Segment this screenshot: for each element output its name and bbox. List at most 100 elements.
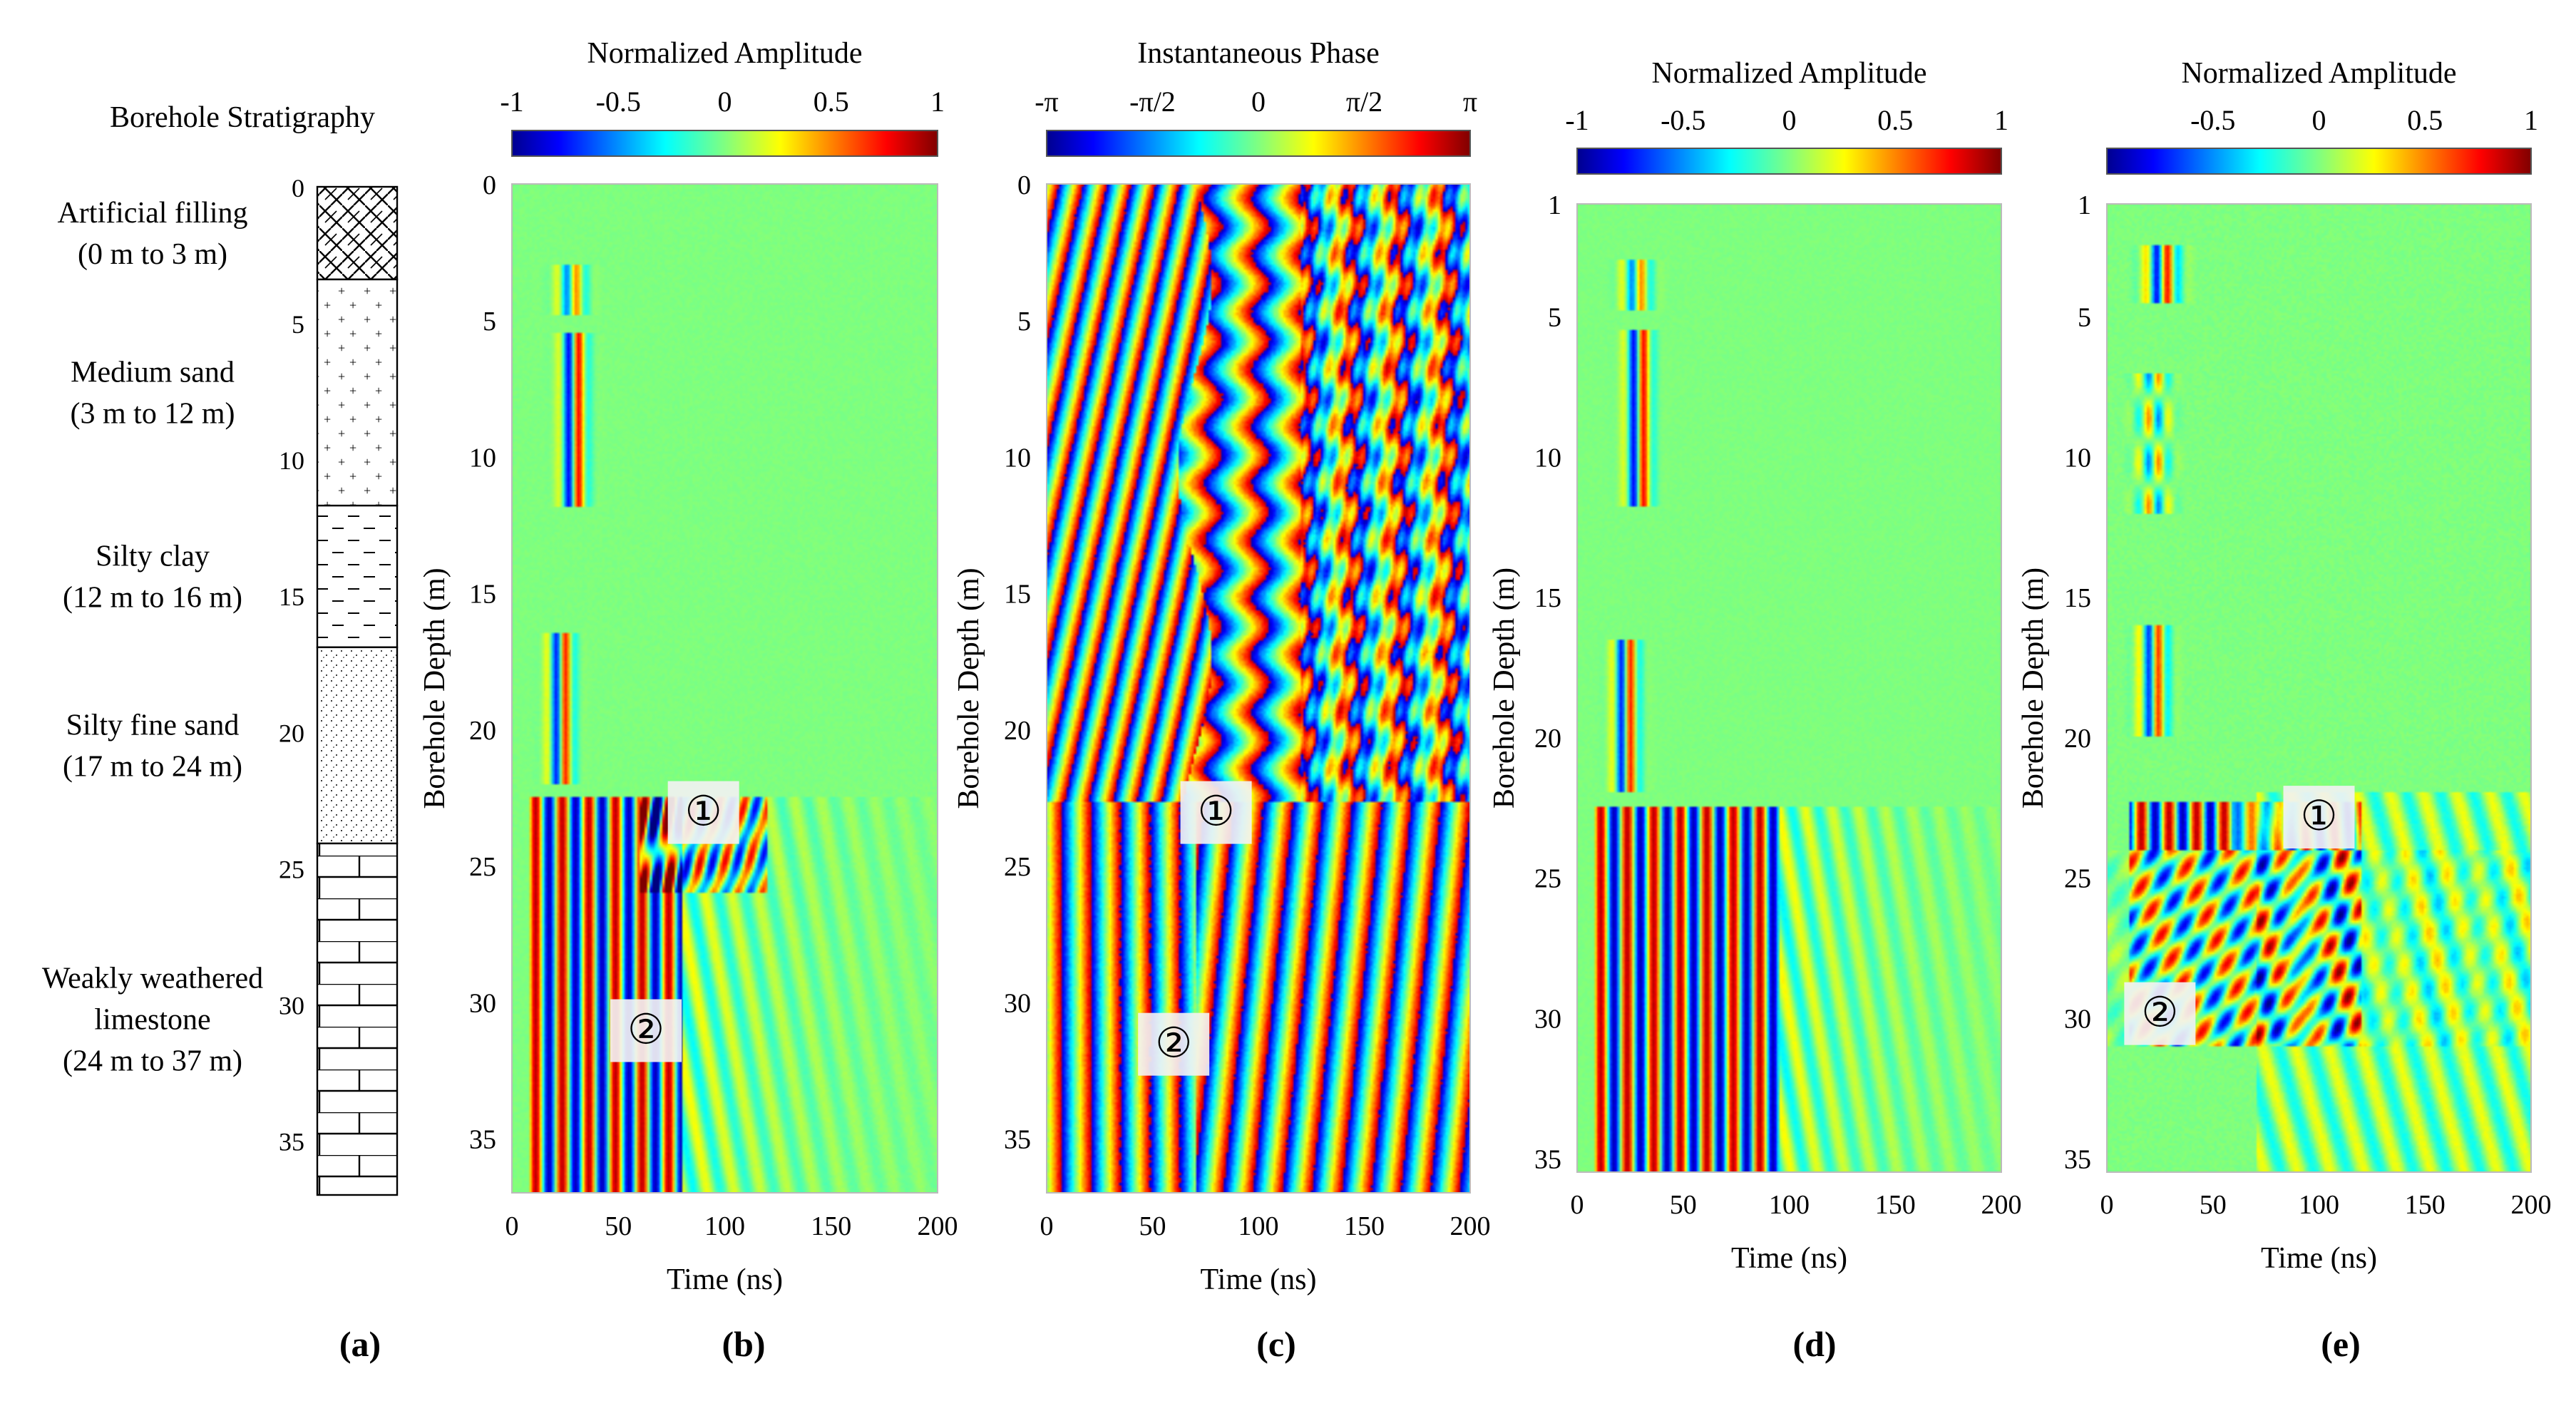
annotation-box: [2124, 982, 2196, 1045]
colorbar-title: Normalized Amplitude: [587, 37, 862, 70]
x-tick-label: 200: [918, 1211, 958, 1241]
colorbar-tick: -0.5: [1661, 104, 1705, 136]
strat-layer-clay: [316, 504, 399, 649]
x-tick-label: 0: [2100, 1190, 2114, 1220]
heatmap-image: [512, 184, 938, 1193]
x-tick-label: 200: [2511, 1190, 2552, 1220]
strat-layer-range: (0 m to 3 m): [78, 238, 227, 271]
y-tick-label: 20: [1004, 716, 1031, 746]
strat-layer-name: Silty clay: [96, 540, 210, 573]
strat-depth-tick: 5: [292, 310, 304, 339]
annotation-marker: ①: [667, 781, 739, 844]
colorbar-tick: 0: [718, 86, 732, 118]
y-tick-label: 15: [2064, 583, 2091, 613]
strat-layer-limestone: [316, 842, 399, 1196]
strat-layer-range: (3 m to 12 m): [71, 398, 235, 431]
colorbar-tick: 0.5: [1877, 104, 1913, 136]
y-tick-label: 15: [1004, 580, 1031, 610]
strat-layer-name: Silty fine sand: [66, 709, 240, 742]
colorbar-title: Normalized Amplitude: [1651, 57, 1926, 90]
y-axis-label: Borehole Depth (m): [953, 568, 985, 809]
y-tick-label: 20: [1534, 724, 1561, 754]
annotation-label: ①: [1198, 789, 1235, 835]
x-axis-label: Time (ns): [1201, 1263, 1317, 1296]
colorbar: [511, 130, 938, 157]
x-axis-label: Time (ns): [667, 1263, 783, 1296]
x-tick-label: 50: [605, 1211, 632, 1241]
x-tick-label: 100: [704, 1211, 745, 1241]
x-tick-label: 100: [1238, 1211, 1279, 1241]
x-tick-label: 200: [1981, 1190, 2022, 1220]
colorbar: [1576, 148, 2002, 175]
strat-layer-sand: [316, 278, 399, 507]
panel-letter-c: (c): [1256, 1324, 1296, 1364]
strat-layer-name: Weakly weathered: [42, 963, 263, 995]
panel-c: Instantaneous Phase -π -π/2 0 π/2 π 0 5 10 15 20 25…: [953, 37, 1491, 1296]
x-tick-label: 100: [2299, 1190, 2339, 1220]
annotation-label: ②: [627, 1007, 664, 1053]
heatmap-panels: Normalized Amplitude-1 -0.5 0 0.5 1051015202…: [419, 37, 2552, 1296]
panel-letter-a: (a): [339, 1324, 381, 1364]
x-tick-label: 100: [1769, 1190, 1810, 1220]
y-tick-label: 30: [1004, 988, 1031, 1018]
panel-letter-b: (b): [722, 1324, 765, 1364]
strat-layer-name: limestone: [94, 1004, 210, 1037]
stratigraphy-layer-labels: Artificial filling (0 m to 3 m) Medium san…: [42, 197, 263, 1078]
strat-layer-fill: [316, 185, 399, 281]
x-tick-label: 200: [1450, 1211, 1491, 1241]
colorbar-tick: -π: [1035, 86, 1059, 118]
y-tick-label: 30: [1534, 1005, 1561, 1035]
x-axis-label: Time (ns): [1731, 1242, 1847, 1275]
strat-depth-tick: 20: [279, 719, 304, 747]
y-axis-label: Borehole Depth (m): [419, 568, 451, 809]
plot-frame: [1576, 203, 2002, 1173]
y-tick-label: 25: [2064, 864, 2091, 894]
x-tick-label: 150: [811, 1211, 851, 1241]
annotation-marker: ②: [1138, 1012, 1210, 1076]
annotation-marker: ②: [610, 999, 682, 1062]
y-tick-label: 25: [1004, 852, 1031, 882]
annotation-box: [1138, 1012, 1210, 1076]
colorbar: [2106, 148, 2532, 175]
stratigraphy-depth-ticks: 0 5 10 15 20 25 30 35: [279, 174, 304, 1156]
annotation-box: [2283, 786, 2355, 849]
x-tick-label: 50: [1670, 1190, 1697, 1220]
colorbar-tick: π: [1463, 86, 1477, 118]
y-tick-label: 1: [1548, 190, 1561, 220]
x-tick-label: 0: [1040, 1211, 1054, 1241]
annotation-marker: ②: [2124, 982, 2196, 1045]
colorbar: [1046, 130, 1471, 157]
y-tick-label: 0: [483, 170, 496, 200]
annotation-label: ①: [685, 789, 722, 835]
strat-depth-tick: 0: [292, 174, 304, 202]
y-tick-label: 10: [2064, 443, 2091, 473]
y-tick-label: 35: [1534, 1144, 1561, 1174]
plot-frame: [2106, 203, 2532, 1173]
y-tick-label: 35: [1004, 1125, 1031, 1155]
colorbar-title: Normalized Amplitude: [2181, 57, 2456, 90]
y-tick-label: 0: [1017, 170, 1031, 200]
x-axis-label: Time (ns): [2261, 1242, 2377, 1275]
y-axis-label: Borehole Depth (m): [2017, 568, 2050, 809]
strat-depth-tick: 30: [279, 991, 304, 1020]
strat-layer-range: (17 m to 24 m): [63, 750, 242, 783]
annotation-box: [1180, 781, 1252, 844]
x-tick-label: 150: [2405, 1190, 2446, 1220]
y-tick-label: 25: [469, 852, 496, 882]
colorbar-tick: 0.5: [814, 86, 849, 118]
x-tick-label: 150: [1344, 1211, 1385, 1241]
y-tick-label: 30: [469, 988, 496, 1018]
annotation-marker: ①: [2283, 786, 2355, 849]
heatmap-image: [1577, 204, 2001, 1172]
strat-layer-range: (24 m to 37 m): [63, 1045, 242, 1078]
colorbar-tick: -π/2: [1129, 86, 1176, 118]
panel-d: Normalized Amplitude-1 -0.5 0 0.5 1151015202…: [1488, 57, 2022, 1275]
x-tick-label: 0: [506, 1211, 519, 1241]
strat-depth-tick: 25: [279, 855, 304, 883]
y-tick-label: 5: [2078, 302, 2091, 332]
annotation-label: ②: [2141, 990, 2178, 1036]
y-tick-label: 5: [1017, 307, 1031, 337]
colorbar-tick: 0: [2312, 104, 2326, 136]
colorbar-title: Instantaneous Phase: [1137, 37, 1379, 70]
